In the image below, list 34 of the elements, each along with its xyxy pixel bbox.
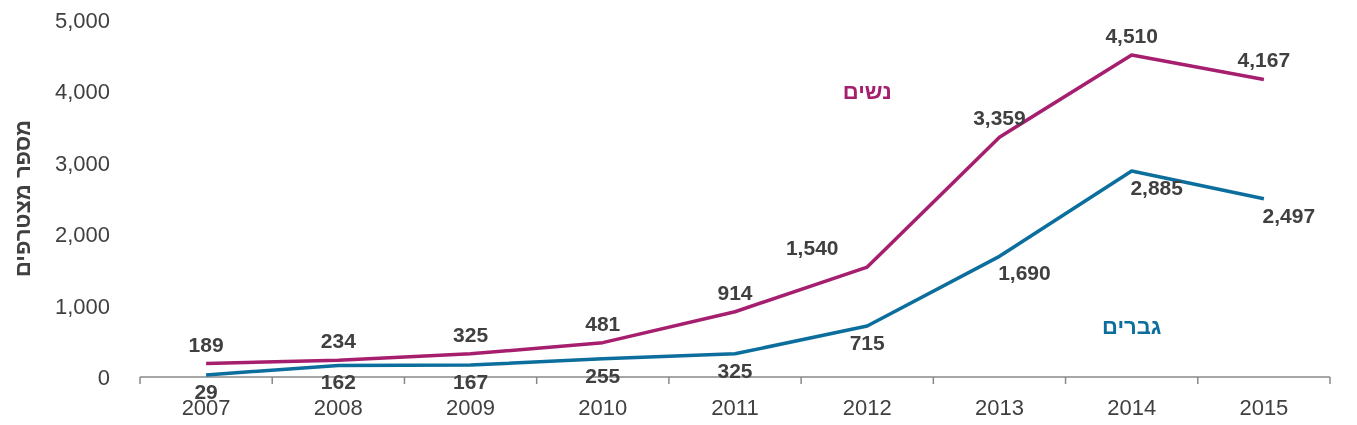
y-tick-label: 3,000 — [54, 150, 110, 176]
x-tick-label: 2009 — [446, 395, 496, 420]
data-label: 1,540 — [785, 236, 839, 260]
data-label: 2,885 — [1130, 176, 1184, 200]
y-tick-label: 5,000 — [54, 8, 110, 33]
data-label: 2,497 — [1262, 203, 1316, 227]
x-tick-label: 2012 — [842, 395, 892, 420]
y-tick-label: 0 — [97, 365, 110, 390]
data-label: 189 — [188, 332, 224, 356]
data-label: 4,167 — [1237, 48, 1291, 72]
data-label: 1,690 — [998, 261, 1051, 285]
data-label: 4,510 — [1105, 23, 1158, 47]
data-label: 914 — [717, 280, 753, 304]
data-label: 167 — [453, 370, 489, 394]
x-tick-label: 2015 — [1239, 395, 1289, 420]
data-label: 162 — [320, 370, 356, 394]
x-tick-label: 2010 — [578, 395, 628, 420]
data-label: 3,359 — [973, 106, 1026, 130]
x-tick-label: 2013 — [974, 395, 1024, 420]
data-label: 325 — [717, 358, 753, 382]
data-label: 715 — [849, 330, 886, 354]
y-tick-label: 2,000 — [54, 222, 110, 248]
data-label: 234 — [320, 329, 357, 353]
text: גברים — [1101, 314, 1162, 340]
text: נשים — [842, 78, 892, 104]
data-label: 255 — [585, 363, 621, 387]
y-axis-title: מספר מצטרפים — [10, 119, 35, 278]
data-label: 325 — [453, 322, 489, 346]
x-tick-label: 2008 — [313, 395, 363, 420]
y-tick-label: 1,000 — [54, 293, 110, 319]
y-tick-label: 4,000 — [54, 79, 110, 105]
data-label: 481 — [585, 311, 621, 335]
x-tick-label: 2011 — [711, 395, 759, 420]
x-tick-label: 2014 — [1107, 395, 1157, 420]
